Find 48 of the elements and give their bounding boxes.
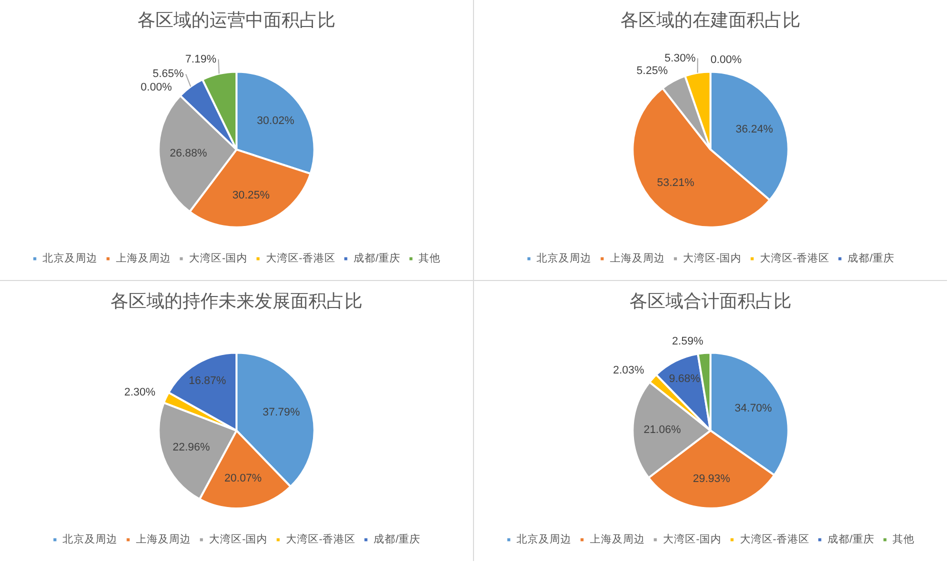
legend-label: 其他 [418, 252, 441, 265]
data-label: 34.70% [734, 402, 772, 414]
data-label: 5.65% [152, 68, 184, 80]
data-label: 2.30% [124, 386, 156, 399]
data-label: 30.25% [232, 190, 270, 202]
text: 0.00% [710, 54, 742, 66]
legend-label: 成都/重庆 [354, 252, 400, 265]
text: 0.00% [140, 82, 172, 94]
data-label: 16.87% [188, 374, 226, 387]
data-label: 5.30% [664, 52, 696, 64]
data-label: 22.96% [172, 441, 210, 454]
data-label: 2.59% [672, 335, 704, 348]
legend-label: 大湾区-国内 [189, 252, 248, 265]
legend-label: 大湾区-国内 [683, 252, 742, 265]
chart-title: 各区域的在建面积占比 [620, 10, 800, 30]
data-label: 26.88% [170, 147, 208, 160]
legend-label: 成都/重庆 [828, 532, 874, 546]
legend-label: 其他 [892, 532, 915, 546]
data-label: 20.07% [224, 472, 262, 484]
data-label: 9.68% [668, 373, 700, 386]
chart-title: 各区域的持作未来发展面积占比 [110, 290, 362, 311]
legend-label: 大湾区-国内 [209, 532, 268, 546]
data-label: 21.06% [644, 424, 682, 436]
data-label: 37.79% [262, 406, 300, 419]
legend-label: 上海及周边 [610, 252, 665, 265]
data-label: 5.25% [636, 64, 668, 77]
data-label: 30.02% [256, 115, 294, 128]
legend-label: 北京及周边 [516, 532, 572, 546]
data-label: 53.21% [656, 176, 695, 189]
legend-label: 北京及周边 [62, 532, 118, 546]
data-label: 7.19% [185, 53, 217, 66]
legend-label: 大湾区-香港区 [740, 532, 810, 546]
legend-label: 上海及周边 [590, 532, 645, 546]
data-label: 2.03% [612, 364, 644, 376]
legend-label: 成都/重庆 [374, 532, 421, 546]
legend-label: 大湾区-香港区 [266, 252, 336, 265]
legend-label: 大湾区-国内 [663, 532, 722, 546]
data-label: 29.93% [692, 472, 730, 485]
data-label: 36.24% [736, 123, 774, 136]
chart-title: 各区域的运营中面积占比 [138, 10, 336, 30]
legend-label: 上海及周边 [136, 532, 191, 546]
chart-title: 各区域合计面积占比 [630, 290, 792, 311]
legend-label: 成都/重庆 [848, 252, 895, 265]
legend-label: 上海及周边 [116, 252, 171, 265]
legend-label: 大湾区-香港区 [286, 532, 356, 546]
legend-label: 北京及周边 [42, 252, 98, 265]
legend-label: 北京及周边 [536, 252, 592, 265]
legend-label: 大湾区-香港区 [760, 252, 830, 265]
